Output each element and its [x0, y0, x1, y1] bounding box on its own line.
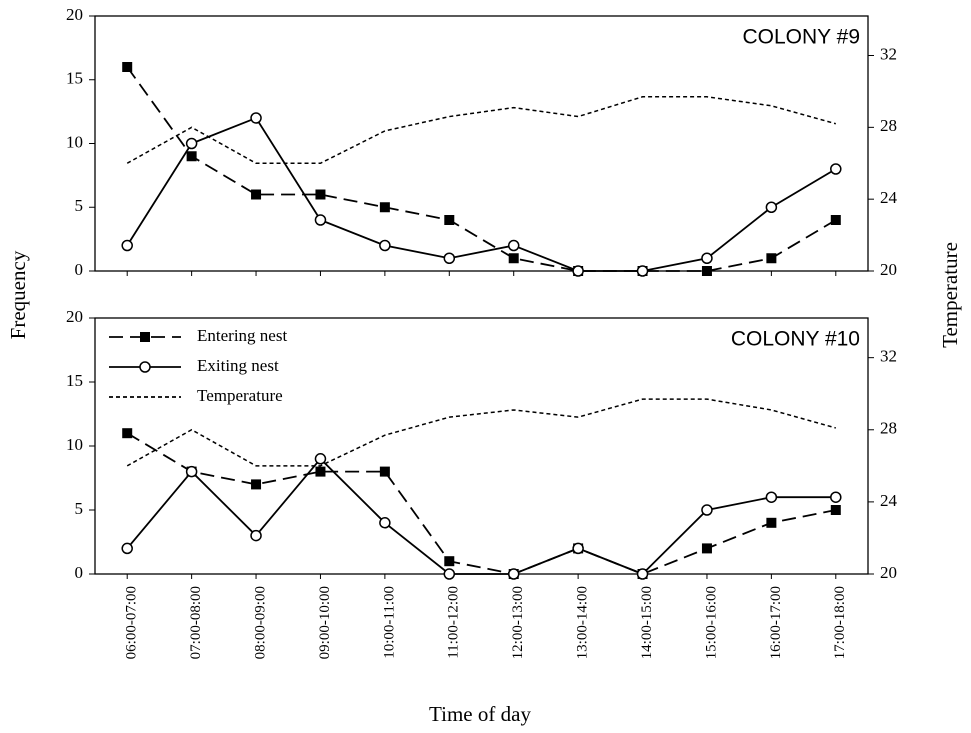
marker: [314, 214, 327, 226]
y-tick-label: 0: [75, 563, 84, 582]
panel-title: COLONY #10: [731, 328, 860, 351]
marker: [185, 137, 198, 150]
y2-tick-label: 28: [880, 116, 897, 135]
x-tick-label: 15:00-16:00: [703, 586, 719, 659]
x-tick-label: 06:00-07:00: [124, 586, 140, 659]
marker: [315, 466, 326, 477]
marker: [379, 202, 390, 213]
marker: [443, 568, 456, 580]
y2-tick-label: 32: [880, 347, 897, 366]
x-tick-label: 13:00-14:00: [575, 586, 591, 659]
marker: [251, 189, 262, 200]
marker: [636, 265, 649, 277]
marker: [379, 466, 390, 477]
marker: [379, 239, 391, 252]
x-tick-label: 17:00-18:00: [832, 586, 848, 659]
marker: [830, 163, 842, 175]
marker: [507, 239, 520, 252]
marker: [444, 556, 455, 567]
marker: [766, 253, 777, 264]
y-tick-label: 15: [66, 69, 83, 88]
legend-label: Entering nest: [197, 326, 287, 345]
marker: [507, 568, 520, 580]
series-line: [126, 96, 836, 165]
x-tick-label: 14:00-15:00: [639, 586, 655, 659]
marker: [508, 253, 519, 264]
marker: [701, 266, 712, 276]
y-tick-label: 20: [66, 307, 83, 326]
x-axis-label: Time of day: [429, 702, 531, 726]
y-tick-label: 5: [75, 499, 84, 518]
marker: [765, 491, 778, 503]
marker: [251, 479, 262, 490]
marker: [444, 215, 455, 225]
plot-frame: [94, 15, 869, 272]
marker: [572, 542, 584, 555]
y-tick-label: 0: [75, 260, 84, 279]
marker: [121, 542, 133, 555]
y-tick-label: 10: [66, 435, 83, 454]
marker: [766, 517, 777, 528]
y-tick-label: 15: [66, 371, 83, 390]
series-line: [126, 116, 837, 272]
x-tick-label: 12:00-13:00: [510, 586, 526, 659]
legend-marker: [139, 361, 151, 373]
marker: [572, 265, 584, 277]
series-line: [126, 432, 836, 575]
marker: [830, 215, 841, 225]
y2-tick-label: 24: [880, 491, 898, 510]
legend-label: Temperature: [197, 386, 283, 405]
marker: [122, 62, 133, 72]
y-axis-label: Frequency: [6, 250, 30, 339]
marker: [830, 491, 842, 503]
marker: [701, 252, 713, 264]
y2-tick-label: 20: [880, 260, 897, 279]
marker: [315, 189, 326, 200]
x-tick-label: 08:00-09:00: [252, 586, 268, 659]
panel-title: COLONY #9: [743, 26, 861, 49]
marker: [121, 239, 133, 252]
marker: [250, 529, 262, 542]
marker: [443, 252, 456, 264]
series-line: [126, 66, 837, 272]
marker: [314, 453, 327, 465]
y-tick-label: 5: [75, 196, 84, 215]
x-tick-label: 09:00-10:00: [317, 586, 333, 659]
legend-label: Exiting nest: [197, 356, 279, 375]
x-tick-label: 11:00-12:00: [446, 586, 462, 659]
marker: [250, 112, 262, 124]
legend-marker: [140, 332, 150, 342]
y2-tick-label: 28: [880, 419, 897, 438]
marker: [765, 201, 778, 213]
y2-tick-label: 24: [880, 188, 898, 207]
y2-axis-label: Temperature: [938, 242, 962, 348]
y2-tick-label: 32: [880, 44, 897, 63]
marker: [636, 568, 649, 580]
marker: [122, 428, 133, 439]
marker: [185, 465, 198, 478]
series-line: [126, 457, 836, 576]
marker: [830, 505, 841, 515]
y2-tick-label: 20: [880, 563, 897, 582]
x-tick-label: 07:00-08:00: [188, 586, 204, 659]
x-tick-label: 10:00-11:00: [381, 586, 397, 659]
marker: [379, 517, 391, 529]
marker: [701, 504, 713, 516]
y-tick-label: 10: [66, 132, 83, 151]
x-tick-label: 16:00-17:00: [768, 586, 784, 659]
marker: [186, 151, 197, 162]
marker: [701, 543, 712, 554]
series-line: [126, 398, 836, 467]
y-tick-label: 20: [66, 5, 83, 24]
